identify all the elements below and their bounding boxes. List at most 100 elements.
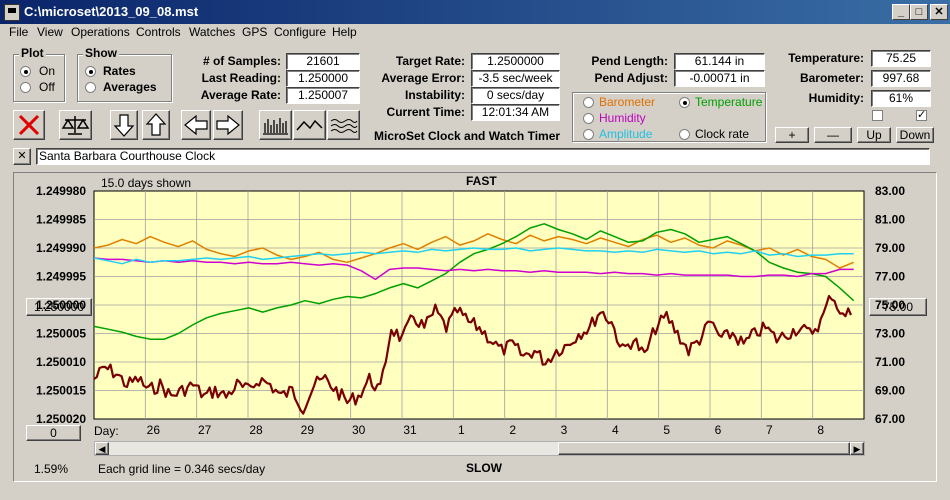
- scroll-right-button[interactable]: ▶: [850, 442, 864, 455]
- channel-temperature-radio[interactable]: [679, 97, 690, 108]
- menu-watches[interactable]: Watches: [189, 25, 236, 39]
- humidity-label: Humidity:: [808, 91, 864, 105]
- close-button[interactable]: ✕: [930, 4, 948, 20]
- app-icon: [4, 4, 20, 21]
- scroll-up-button[interactable]: Up: [857, 127, 891, 143]
- arrow-right-icon: [216, 114, 240, 136]
- left-tick-label: 1.249985: [36, 213, 86, 227]
- channel-humidity-radio[interactable]: [583, 113, 594, 124]
- menu-controls[interactable]: Controls: [136, 25, 181, 39]
- option-checkbox-1[interactable]: [872, 110, 883, 121]
- barometer-label: Barometer:: [799, 71, 864, 85]
- maximize-button[interactable]: □: [910, 4, 928, 20]
- average-error-field: -3.5 sec/week: [471, 70, 560, 87]
- fast-label: FAST: [466, 174, 497, 188]
- line-graph-button[interactable]: [293, 110, 326, 140]
- right-tick-label: 79.00: [875, 241, 905, 255]
- menu-operations[interactable]: Operations: [71, 25, 130, 39]
- last-reading-field: 1.250000: [286, 70, 360, 87]
- samples-label: # of Samples:: [202, 54, 281, 68]
- right-axis-value-box[interactable]: 75.00: [869, 298, 927, 316]
- channel-barometer-label: Barometer: [599, 95, 656, 109]
- notes-field[interactable]: Santa Barbara Courthouse Clock: [36, 148, 930, 165]
- x-tick-label: 30: [352, 423, 366, 437]
- current-time-label: Current Time:: [386, 105, 465, 119]
- scroll-value-box[interactable]: 0: [26, 425, 81, 441]
- average-error-label: Average Error:: [381, 71, 465, 85]
- minimize-button[interactable]: _: [892, 4, 910, 20]
- average-rate-field: 1.250007: [286, 87, 360, 104]
- menu-configure[interactable]: Configure: [274, 25, 327, 39]
- current-time-field: 12:01:34 AM: [471, 104, 560, 121]
- scroll-thumb[interactable]: [558, 442, 850, 455]
- series-lines: [93, 223, 855, 415]
- target-rate-label: Target Rate:: [395, 54, 465, 68]
- right-tick-label: 71.00: [875, 355, 905, 369]
- show-averages-radio[interactable]: [85, 82, 96, 93]
- temperature-field: 75.25: [871, 50, 931, 67]
- menu-help[interactable]: Help: [332, 25, 357, 39]
- zoom-in-button[interactable]: +: [775, 127, 809, 143]
- arrow-right-button[interactable]: [213, 110, 243, 140]
- time-scrollbar[interactable]: ◀ ▶: [94, 441, 865, 456]
- notes-close-button[interactable]: ✕: [13, 148, 31, 165]
- x-tick-label: 4: [612, 423, 619, 437]
- pend-adjust-label: Pend Adjust:: [594, 71, 668, 85]
- title-bar[interactable]: C:\microset\2013_09_08.mst _ □ ✕: [0, 0, 950, 24]
- right-tick-label: 81.00: [875, 213, 905, 227]
- series-barometer-line: [93, 233, 854, 269]
- left-axis: 1.249980 1.249985 1.249990 1.249995 1.250000…: [36, 184, 86, 426]
- arrow-down-icon: [113, 114, 135, 137]
- left-tick-label: 1.250000: [36, 298, 86, 312]
- x-tick-label: 6: [715, 423, 722, 437]
- last-reading-label: Last Reading:: [201, 71, 281, 85]
- window-title: C:\microset\2013_09_08.mst: [24, 4, 199, 19]
- plot-off-radio[interactable]: [20, 82, 31, 93]
- arrow-left-button[interactable]: [181, 110, 211, 140]
- arrow-left-icon: [184, 114, 208, 136]
- channel-amplitude-radio[interactable]: [583, 129, 594, 140]
- plot-on-label: On: [39, 64, 56, 78]
- pend-length-label: Pend Length:: [591, 54, 668, 68]
- menu-gps[interactable]: GPS: [242, 25, 268, 39]
- left-axis-value-box[interactable]: 1.250000: [26, 298, 92, 316]
- plot-panel: [13, 172, 937, 482]
- day-axis-label: Day:: [94, 424, 119, 438]
- wave-icon: [330, 119, 358, 133]
- x-tick-label: 31: [403, 423, 417, 437]
- menu-file[interactable]: File: [9, 25, 29, 39]
- menu-bar: File View Operations Controls Watches GP…: [0, 24, 950, 42]
- arrow-up-button[interactable]: [142, 110, 170, 140]
- x-tick-label: 26: [147, 423, 161, 437]
- clear-button[interactable]: [13, 110, 45, 140]
- channel-barometer-radio[interactable]: [583, 97, 594, 108]
- left-tick-label: 1.250020: [36, 412, 86, 426]
- red-x-icon: [18, 114, 40, 136]
- channel-clockrate-radio[interactable]: [679, 129, 690, 140]
- show-rates-radio[interactable]: [85, 66, 96, 77]
- right-tick-label: 83.00: [875, 184, 905, 198]
- slow-label: SLOW: [466, 461, 502, 475]
- wave-graph-button[interactable]: [327, 110, 360, 140]
- x-axis: 26 27 28 29 30 31 1 2 3 4 5 6 7 8: [147, 423, 825, 437]
- average-rate-label: Average Rate:: [200, 88, 281, 102]
- series-clock-rate-line: [93, 294, 853, 415]
- arrow-down-button[interactable]: [110, 110, 138, 140]
- scroll-left-button[interactable]: ◀: [95, 442, 109, 455]
- x-tick-label: 28: [249, 423, 263, 437]
- menu-view[interactable]: View: [37, 25, 63, 39]
- balance-button[interactable]: [59, 110, 92, 140]
- barometer-field: 997.68: [871, 70, 931, 87]
- x-tick-label: 7: [766, 423, 773, 437]
- bar-graph-button[interactable]: [259, 110, 292, 140]
- zoom-out-button[interactable]: —: [814, 127, 852, 143]
- plot-off-label: Off: [39, 80, 55, 94]
- arrow-up-icon: [145, 113, 167, 136]
- scroll-down-button[interactable]: Down: [896, 127, 934, 143]
- plot-on-radio[interactable]: [20, 66, 31, 77]
- bar-graph-icon: [263, 118, 288, 135]
- channel-selector: [572, 92, 766, 142]
- humidity-field: 61%: [871, 90, 931, 107]
- option-checkbox-2[interactable]: ✓: [916, 109, 927, 121]
